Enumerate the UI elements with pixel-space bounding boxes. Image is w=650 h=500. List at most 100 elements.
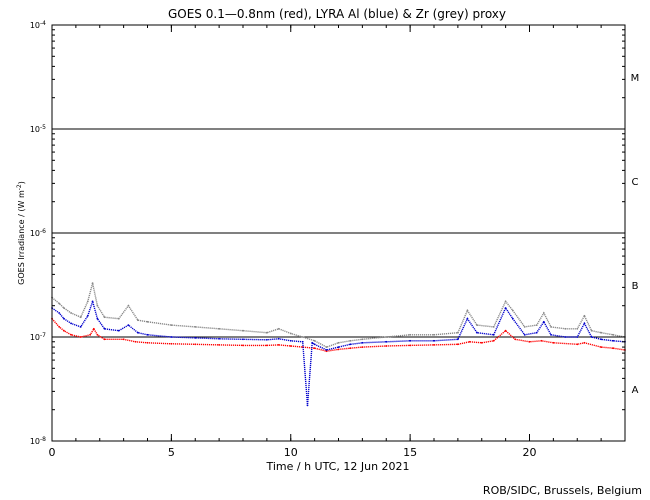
data-point — [337, 346, 340, 348]
data-point — [91, 300, 94, 303]
data-point — [137, 319, 139, 322]
y-axis-label-sup: -2 — [16, 184, 23, 190]
data-point — [468, 340, 471, 343]
data-point — [504, 307, 507, 309]
data-point — [92, 327, 95, 330]
data-point — [103, 327, 106, 330]
data-point — [289, 339, 292, 342]
data-point — [117, 329, 120, 332]
data-point — [266, 338, 268, 341]
data-point — [583, 341, 586, 344]
data-point — [433, 344, 435, 346]
data-point — [218, 337, 221, 340]
data-point — [266, 344, 268, 347]
data-point — [79, 326, 82, 328]
data-series — [51, 299, 626, 407]
flare-class-label: M — [631, 73, 640, 84]
data-point — [433, 333, 435, 336]
flare-class-label: B — [632, 281, 639, 292]
data-point — [127, 324, 130, 326]
data-point — [146, 333, 149, 336]
data-point — [103, 316, 106, 319]
data-point — [480, 341, 483, 344]
data-point — [550, 333, 552, 336]
x-axis-ticks: 0 5 10 15 20 — [49, 25, 626, 459]
data-point — [409, 344, 411, 347]
x-tick-label: 15 — [403, 446, 417, 459]
data-point — [600, 331, 602, 334]
data-point — [349, 347, 352, 350]
data-point — [476, 331, 478, 334]
data-point — [63, 317, 65, 320]
y-tick-label: 10-4 — [30, 20, 46, 30]
data-point — [576, 343, 579, 346]
data-point — [523, 333, 526, 336]
data-point — [266, 331, 268, 334]
data-point — [242, 329, 244, 332]
data-point — [612, 339, 614, 342]
data-point — [564, 336, 567, 338]
flare-class-labels: A B C M — [631, 73, 640, 396]
data-point — [600, 346, 602, 348]
data-series — [51, 282, 626, 348]
data-point — [194, 337, 197, 339]
flare-class-label: A — [632, 385, 639, 396]
data-point — [492, 326, 495, 328]
data-point — [86, 300, 89, 303]
data-point — [289, 345, 292, 347]
data-point — [306, 404, 309, 407]
data-point — [552, 341, 555, 344]
data-point — [218, 327, 221, 330]
data-point — [96, 333, 99, 336]
y-axis-label-main: GOES Irradiance / (W m — [17, 190, 26, 285]
data-point — [170, 324, 173, 326]
data-point — [361, 346, 364, 348]
data-point — [612, 347, 614, 350]
data-point — [70, 333, 72, 336]
data-point — [540, 339, 543, 342]
data-point — [349, 343, 352, 346]
data-point — [583, 322, 586, 325]
data-point — [242, 338, 244, 341]
chart-title: GOES 0.1—0.8nm (red), LYRA Al (blue) & Z… — [168, 7, 506, 21]
data-point — [70, 312, 72, 314]
data-point — [325, 346, 328, 348]
data-point — [409, 333, 411, 336]
data-point — [91, 282, 94, 284]
data-point — [137, 331, 139, 334]
y-tick-label: 10-8 — [30, 436, 46, 446]
y-tick-label: 10-5 — [30, 124, 46, 134]
data-point — [325, 349, 328, 351]
data-point — [289, 332, 292, 335]
data-point — [277, 344, 280, 346]
x-tick-label: 5 — [168, 446, 175, 459]
data-point — [337, 341, 340, 344]
data-point — [564, 327, 567, 330]
data-point — [542, 320, 545, 323]
data-point — [89, 333, 92, 336]
x-tick-label: 10 — [284, 446, 298, 459]
data-point — [134, 340, 137, 343]
y-axis-ticks: 10-8 10-7 10-6 10-5 10-4 — [30, 20, 625, 446]
data-point — [337, 348, 340, 351]
data-point — [86, 314, 89, 317]
data-point — [63, 307, 65, 309]
data-point — [58, 312, 61, 314]
data-point — [170, 342, 173, 345]
data-point — [476, 324, 478, 326]
data-point — [528, 340, 531, 343]
series-line — [51, 282, 626, 348]
data-point — [457, 338, 459, 341]
data-point — [457, 331, 459, 334]
data-point — [385, 345, 388, 347]
data-point — [58, 326, 61, 328]
data-point — [385, 340, 388, 343]
data-point — [79, 336, 82, 338]
data-point — [242, 344, 244, 347]
data-point — [127, 304, 130, 307]
x-axis-label: Time / h UTC, 12 Jun 2021 — [265, 460, 409, 473]
data-point — [218, 344, 221, 346]
data-point — [514, 338, 517, 341]
data-point — [70, 322, 72, 325]
data-point — [301, 340, 304, 343]
